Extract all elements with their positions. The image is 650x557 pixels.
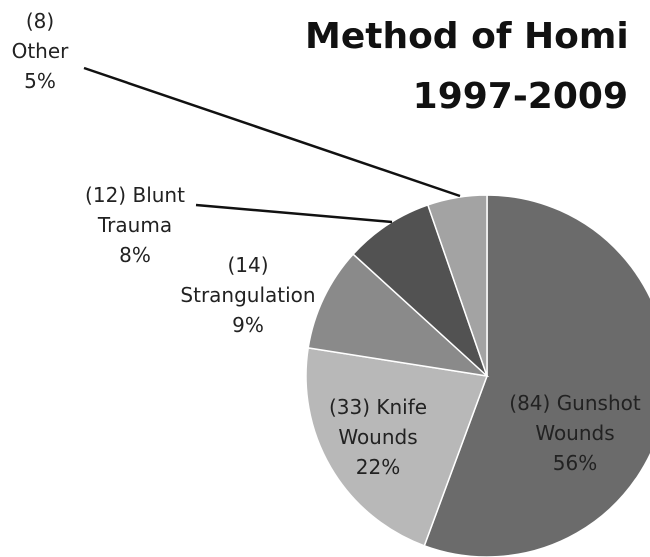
slice-label: (33) Knife Wounds 22% — [318, 392, 438, 482]
percent-label: 8% — [119, 243, 151, 267]
leader-line — [83, 66, 461, 198]
slice — [305, 347, 489, 547]
category-label: Knife Wounds — [338, 395, 428, 449]
category-label: Strangulation — [180, 283, 316, 307]
percent-label: 56% — [552, 451, 598, 475]
chart-title: Method of Homi — [305, 16, 629, 57]
chart-subtitle: 1997-2009 — [413, 76, 628, 117]
pie — [305, 194, 650, 557]
slice-label: (12) Blunt Trauma 8% — [60, 180, 210, 270]
value-label: (84) — [509, 391, 551, 415]
leader-line — [195, 203, 393, 224]
slice — [426, 194, 488, 377]
value-label: (14) — [227, 253, 269, 277]
value-label: (12) — [85, 183, 127, 207]
category-label: Gunshot Wounds — [535, 391, 641, 445]
slice-label: (84) Gunshot Wounds 56% — [490, 388, 650, 478]
slice — [307, 253, 490, 378]
value-label: (33) — [328, 395, 370, 419]
value-label: (8) — [25, 9, 55, 33]
percent-label: 22% — [355, 455, 401, 479]
slice-label: (14) Strangulation 9% — [160, 250, 336, 340]
percent-label: 5% — [24, 69, 56, 93]
slice — [352, 203, 488, 377]
slice-label: (8) Other 5% — [0, 6, 80, 96]
category-label: Other — [11, 39, 69, 63]
category-label: Blunt Trauma — [97, 183, 185, 237]
slice — [423, 194, 650, 557]
percent-label: 9% — [232, 313, 264, 337]
